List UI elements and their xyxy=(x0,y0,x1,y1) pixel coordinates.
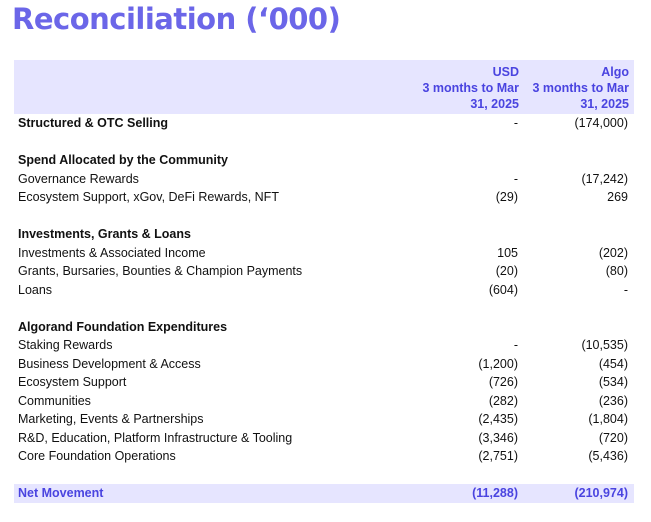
table-row-structured-otc: Structured & OTC Selling - (174,000) xyxy=(14,114,634,133)
table-row-ecosystem-support: Ecosystem Support (726) (534) xyxy=(14,373,634,392)
algo-value: (80) xyxy=(605,264,628,278)
row-label: Staking Rewards xyxy=(18,338,113,352)
table-row-bizdev: Business Development & Access (1,200) (4… xyxy=(14,355,634,374)
row-label: R&D, Education, Platform Infrastructure … xyxy=(18,430,293,445)
usd-value: - xyxy=(513,116,518,130)
reconciliation-table: USD 3 months to Mar 31, 2025 Algo 3 mont… xyxy=(14,60,634,503)
usd-value: (3,346) xyxy=(478,430,518,445)
table-row-staking: Staking Rewards - (10,535) xyxy=(14,336,634,355)
row-label: Communities xyxy=(18,393,91,408)
table-row-core-operations: Core Foundation Operations (2,751) (5,43… xyxy=(14,447,634,466)
algo-period-label: 3 months to Mar xyxy=(532,81,629,95)
row-label: Structured & OTC Selling xyxy=(18,116,169,130)
usd-period-label: 3 months to Mar xyxy=(422,81,519,95)
usd-column-header: USD 3 months to Mar 31, 2025 xyxy=(407,64,519,112)
algo-value: 269 xyxy=(607,190,628,204)
algo-value: (720) xyxy=(598,430,628,445)
algo-column-header: Algo 3 months to Mar 31, 2025 xyxy=(519,64,629,112)
algo-date-label: 31, 2025 xyxy=(580,97,629,111)
usd-value: (604) xyxy=(488,282,518,297)
table-row-ecosystem-xgov: Ecosystem Support, xGov, DeFi Rewards, N… xyxy=(14,188,634,207)
algo-value: (17,242) xyxy=(581,171,628,186)
table-row-loans: Loans (604) - xyxy=(14,281,634,300)
row-label: Grants, Bursaries, Bounties & Champion P… xyxy=(18,264,303,278)
usd-value: (2,751) xyxy=(478,449,518,463)
table-row-grants: Grants, Bursaries, Bounties & Champion P… xyxy=(14,262,634,281)
usd-value: - xyxy=(513,338,518,352)
table-row-communities: Communities (282) (236) xyxy=(14,392,634,411)
row-label: Marketing, Events & Partnerships xyxy=(18,412,204,426)
usd-value: (20) xyxy=(495,264,518,278)
spacer xyxy=(14,207,634,226)
table-row-marketing: Marketing, Events & Partnerships (2,435)… xyxy=(14,410,634,429)
algo-value: (236) xyxy=(598,393,628,408)
row-label: Ecosystem Support, xGov, DeFi Rewards, N… xyxy=(18,190,279,204)
usd-value: 105 xyxy=(497,245,518,260)
row-label: Ecosystem Support xyxy=(18,375,127,389)
spacer xyxy=(14,133,634,152)
table-row-governance: Governance Rewards - (17,242) xyxy=(14,170,634,189)
table-header: USD 3 months to Mar 31, 2025 Algo 3 mont… xyxy=(14,60,634,114)
table-row-rnd: R&D, Education, Platform Infrastructure … xyxy=(14,429,634,448)
algo-value: (534) xyxy=(598,375,628,389)
section-header-spend: Spend Allocated by the Community xyxy=(14,151,634,170)
row-label: Loans xyxy=(18,282,53,297)
algo-value: (210,974) xyxy=(574,486,628,500)
section-header-investments: Investments, Grants & Loans xyxy=(14,225,634,244)
row-label: Investments & Associated Income xyxy=(18,245,206,260)
section-label: Algorand Foundation Expenditures xyxy=(18,319,228,334)
section-label: Investments, Grants & Loans xyxy=(18,227,191,241)
algo-value: (1,804) xyxy=(588,412,628,426)
spacer xyxy=(14,466,634,485)
algo-value: (5,436) xyxy=(588,449,628,463)
algo-value: (174,000) xyxy=(574,116,628,130)
section-header-foundation: Algorand Foundation Expenditures xyxy=(14,318,634,337)
row-label: Business Development & Access xyxy=(18,356,201,371)
section-label: Spend Allocated by the Community xyxy=(18,153,228,167)
usd-value: (282) xyxy=(488,393,518,408)
usd-value: (29) xyxy=(495,190,518,204)
usd-date-label: 31, 2025 xyxy=(470,97,519,111)
algo-value: (10,535) xyxy=(581,338,628,352)
usd-value: - xyxy=(513,171,518,186)
usd-currency-label: USD xyxy=(492,65,519,79)
usd-value: (1,200) xyxy=(478,356,518,371)
usd-value: (11,288) xyxy=(472,486,518,500)
page-title: Reconciliation (‘000) xyxy=(12,2,341,36)
algo-value: (202) xyxy=(598,245,628,260)
usd-value: (2,435) xyxy=(478,412,518,426)
spacer xyxy=(14,299,634,318)
table-row-net-movement: Net Movement (11,288) (210,974) xyxy=(14,484,634,503)
row-label: Governance Rewards xyxy=(18,171,139,186)
algo-value: (454) xyxy=(598,356,628,371)
usd-value: (726) xyxy=(488,375,518,389)
row-label: Net Movement xyxy=(18,486,104,500)
algo-currency-label: Algo xyxy=(601,65,629,79)
table-row-investments: Investments & Associated Income 105 (202… xyxy=(14,244,634,263)
row-label: Core Foundation Operations xyxy=(18,449,176,463)
algo-value: - xyxy=(623,282,628,297)
